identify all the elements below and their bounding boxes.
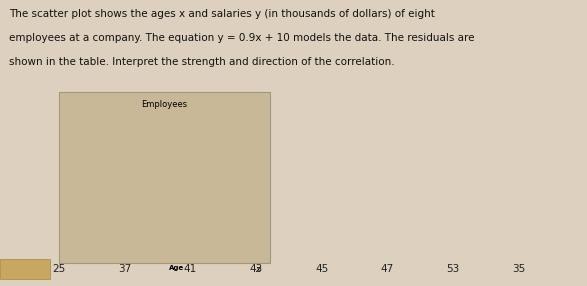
Text: 35: 35 — [512, 264, 525, 274]
Text: 53: 53 — [447, 264, 460, 274]
Text: 37: 37 — [118, 264, 131, 274]
Text: 45: 45 — [315, 264, 328, 274]
Point — [143, 200, 152, 204]
Y-axis label: Salary (thousands
of dollars): Salary (thousands of dollars) — [73, 153, 86, 225]
Point — [196, 157, 205, 161]
Text: employees at a company. The equation y = 0.9x + 10 models the data. The residual: employees at a company. The equation y =… — [9, 33, 474, 43]
Text: Employees: Employees — [141, 100, 187, 109]
Text: The scatter plot shows the ages x and salaries y (in thousands of dollars) of ei: The scatter plot shows the ages x and sa… — [9, 9, 435, 19]
Text: 25: 25 — [52, 264, 65, 274]
Text: 47: 47 — [381, 264, 394, 274]
Point — [173, 175, 183, 180]
Point — [177, 173, 187, 178]
Point — [156, 190, 166, 194]
Text: y: y — [79, 111, 84, 120]
Point — [185, 167, 194, 171]
Point — [166, 182, 175, 186]
Text: shown in the table. Interpret the strength and direction of the correlation.: shown in the table. Interpret the streng… — [9, 57, 394, 67]
Text: x: x — [255, 265, 261, 274]
Point — [181, 168, 190, 173]
Text: 41: 41 — [184, 264, 197, 274]
X-axis label: Age: Age — [168, 265, 184, 271]
Text: 43: 43 — [249, 264, 262, 274]
